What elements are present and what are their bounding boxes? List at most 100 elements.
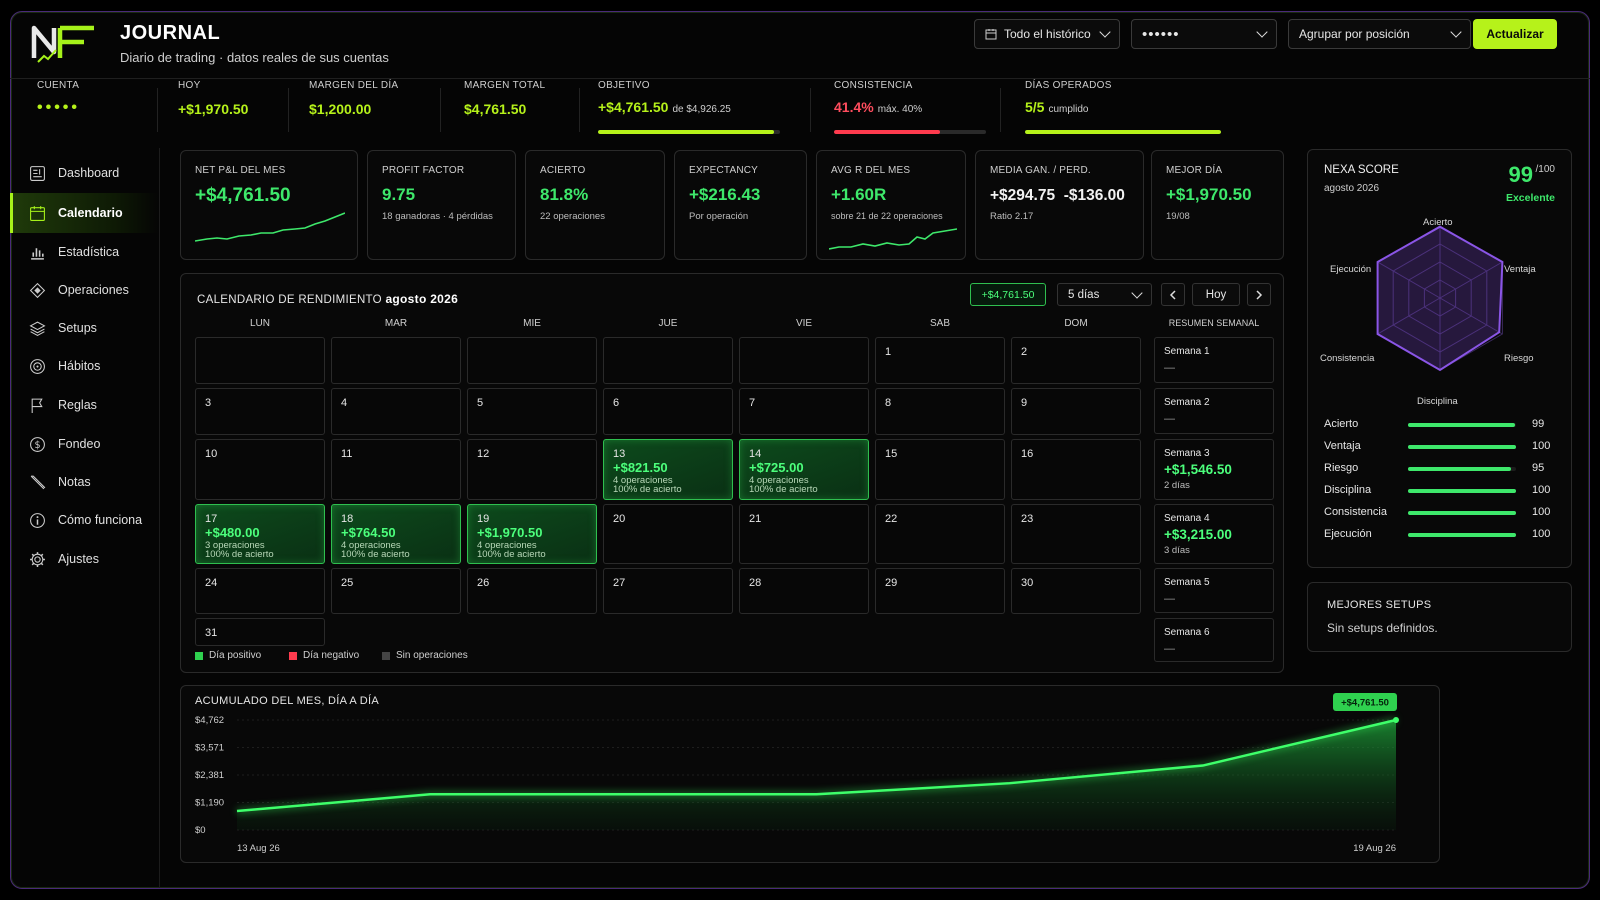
score-bar bbox=[1408, 423, 1516, 427]
calendar-day[interactable]: 24 bbox=[195, 568, 325, 614]
day-header: LUN bbox=[249, 318, 270, 329]
week-label: Semana 1 bbox=[1164, 346, 1210, 357]
calendar-day[interactable]: 18 +$764.50 4 operaciones 100% de acierto bbox=[331, 504, 461, 564]
calendar-day[interactable]: 10 bbox=[195, 439, 325, 500]
day-number: 1 bbox=[885, 346, 892, 358]
score-bar bbox=[1408, 467, 1516, 471]
y-tick-label: $2,381 bbox=[195, 770, 224, 781]
prev-month-button[interactable] bbox=[1161, 283, 1185, 306]
radar-label: Disciplina bbox=[1417, 396, 1458, 407]
day-pnl: +$480.00 bbox=[205, 525, 260, 540]
calendar-day[interactable]: 26 bbox=[467, 568, 597, 614]
calendar-day[interactable]: 22 bbox=[875, 504, 1005, 564]
radar-axis bbox=[1377, 297, 1441, 335]
day-header: SAB bbox=[929, 318, 950, 329]
calendar-day[interactable]: 28 bbox=[739, 568, 869, 614]
calendar-day[interactable]: 27 bbox=[603, 568, 733, 614]
cumulative-chart-panel: ACUMULADO DEL MES, DÍA A DÍA $4,762 $3,57… bbox=[180, 685, 1440, 863]
sidebar-item-calendario[interactable]: Calendario bbox=[10, 193, 158, 233]
calendar-day[interactable]: 31 bbox=[195, 618, 325, 646]
week-pnl: — bbox=[1164, 362, 1175, 374]
day-number: 27 bbox=[613, 577, 626, 589]
page-title: JOURNAL bbox=[120, 22, 221, 44]
calendar-day[interactable]: 13 +$821.50 4 operaciones 100% de acierto bbox=[603, 439, 733, 500]
end-value-label: +$4,761.50 bbox=[1341, 698, 1389, 709]
calendar-day[interactable]: 25 bbox=[331, 568, 461, 614]
sidebar-item-notas[interactable]: Notas bbox=[10, 462, 158, 502]
week-label: Semana 6 bbox=[1164, 627, 1210, 638]
calendar-day[interactable]: 23 bbox=[1011, 504, 1141, 564]
next-month-button[interactable] bbox=[1247, 283, 1271, 306]
area-fill bbox=[237, 720, 1396, 830]
calendar-day[interactable]: 19 +$1,970.50 4 operaciones 100% de acierto bbox=[467, 504, 597, 564]
calendar-day[interactable]: 7 bbox=[739, 388, 869, 435]
dias-progress bbox=[1025, 130, 1221, 134]
calendar-day[interactable]: 21 bbox=[739, 504, 869, 564]
calendar-day[interactable]: 15 bbox=[875, 439, 1005, 500]
day-number: 12 bbox=[477, 448, 490, 460]
chevron-left-icon bbox=[1169, 289, 1176, 300]
sidebar-item-setups[interactable]: Setups bbox=[10, 308, 158, 348]
nexa-score-panel: NEXA SCORE agosto 2026 99 /100 Excelente… bbox=[1307, 149, 1572, 568]
score-bar-fill bbox=[1408, 423, 1515, 427]
week-days: 2 días bbox=[1164, 480, 1190, 491]
radar-axis bbox=[1377, 261, 1441, 299]
calendar-day[interactable]: 4 bbox=[331, 388, 461, 435]
stat-objetivo: OBJETIVO +$4,761.50 de $4,926.25 bbox=[598, 80, 731, 115]
calendar-day[interactable]: 3 bbox=[195, 388, 325, 435]
calendar-day[interactable]: 5 bbox=[467, 388, 597, 435]
calendar-day[interactable]: 11 bbox=[331, 439, 461, 500]
day-number: 21 bbox=[749, 513, 762, 525]
kpi-avg-r: AVG R DEL MES +1.60R sobre 21 de 22 oper… bbox=[816, 150, 966, 260]
sidebar-item-ajustes[interactable]: Ajustes bbox=[10, 539, 158, 579]
calendar-day[interactable]: 29 bbox=[875, 568, 1005, 614]
calendar-day[interactable]: 17 +$480.00 3 operaciones 100% de acierto bbox=[195, 504, 325, 564]
group-select[interactable]: Agrupar por posición bbox=[1288, 19, 1471, 49]
day-header: VIE bbox=[795, 318, 813, 329]
sidebar-item-como-funciona[interactable]: Cómo funciona bbox=[10, 500, 158, 540]
week-label: Semana 4 bbox=[1164, 513, 1210, 524]
sidebar: Dashboard Calendario Estadística Operaci… bbox=[10, 148, 160, 888]
divider bbox=[1000, 88, 1001, 132]
calendar-day[interactable]: 20 bbox=[603, 504, 733, 564]
sidebar-item-fondeo[interactable]: $ Fondeo bbox=[10, 424, 158, 464]
calendar-day[interactable]: 9 bbox=[1011, 388, 1141, 435]
today-button[interactable]: Hoy bbox=[1192, 283, 1240, 306]
calendar-title: CALENDARIO DE RENDIMIENTO bbox=[197, 294, 382, 306]
sidebar-item-estadistica[interactable]: Estadística bbox=[10, 232, 158, 272]
refresh-button[interactable]: Actualizar bbox=[1473, 19, 1557, 49]
score-bar bbox=[1408, 489, 1516, 493]
calendar-day[interactable]: 14 +$725.00 4 operaciones 100% de acierto bbox=[739, 439, 869, 500]
sidebar-item-habitos[interactable]: Hábitos bbox=[10, 346, 158, 386]
week-pnl: — bbox=[1164, 643, 1175, 655]
calendar-day[interactable]: 1 bbox=[875, 337, 1005, 384]
calendar-day[interactable]: 2 bbox=[1011, 337, 1141, 384]
sidebar-item-operaciones[interactable]: Operaciones bbox=[10, 270, 158, 310]
sidebar-item-reglas[interactable]: Reglas bbox=[10, 385, 158, 425]
sidebar-item-dashboard[interactable]: Dashboard bbox=[10, 153, 158, 193]
calendar-empty-cell bbox=[467, 337, 597, 384]
account-select[interactable]: •••••• bbox=[1131, 19, 1277, 49]
calendar-day[interactable]: 30 bbox=[1011, 568, 1141, 614]
flag-icon bbox=[31, 398, 43, 413]
day-number: 7 bbox=[749, 397, 756, 409]
layers-icon bbox=[29, 321, 46, 336]
calendar-day[interactable]: 8 bbox=[875, 388, 1005, 435]
score-value: 100 bbox=[1532, 528, 1551, 540]
page-subtitle: Diario de trading · datos reales de sus … bbox=[120, 50, 389, 65]
day-win-rate: 100% de acierto bbox=[341, 549, 410, 560]
day-header: RESUMEN SEMANAL bbox=[1168, 318, 1260, 328]
legend-positive: Día positivo bbox=[195, 650, 261, 661]
weekly-summary: Semana 2 — bbox=[1154, 388, 1274, 434]
legend-empty: Sin operaciones bbox=[382, 650, 468, 661]
calendar-day[interactable]: 16 bbox=[1011, 439, 1141, 500]
radar-axis bbox=[1439, 261, 1503, 299]
radar-label: Acierto bbox=[1423, 217, 1453, 228]
period-select[interactable]: Todo el histórico bbox=[974, 19, 1120, 49]
y-tick-label: $3,571 bbox=[195, 743, 224, 754]
day-header: JUE bbox=[658, 318, 678, 329]
range-select[interactable]: 5 días bbox=[1057, 283, 1152, 306]
calendar-day[interactable]: 6 bbox=[603, 388, 733, 435]
calendar-day[interactable]: 12 bbox=[467, 439, 597, 500]
chevron-down-icon bbox=[1256, 26, 1268, 38]
